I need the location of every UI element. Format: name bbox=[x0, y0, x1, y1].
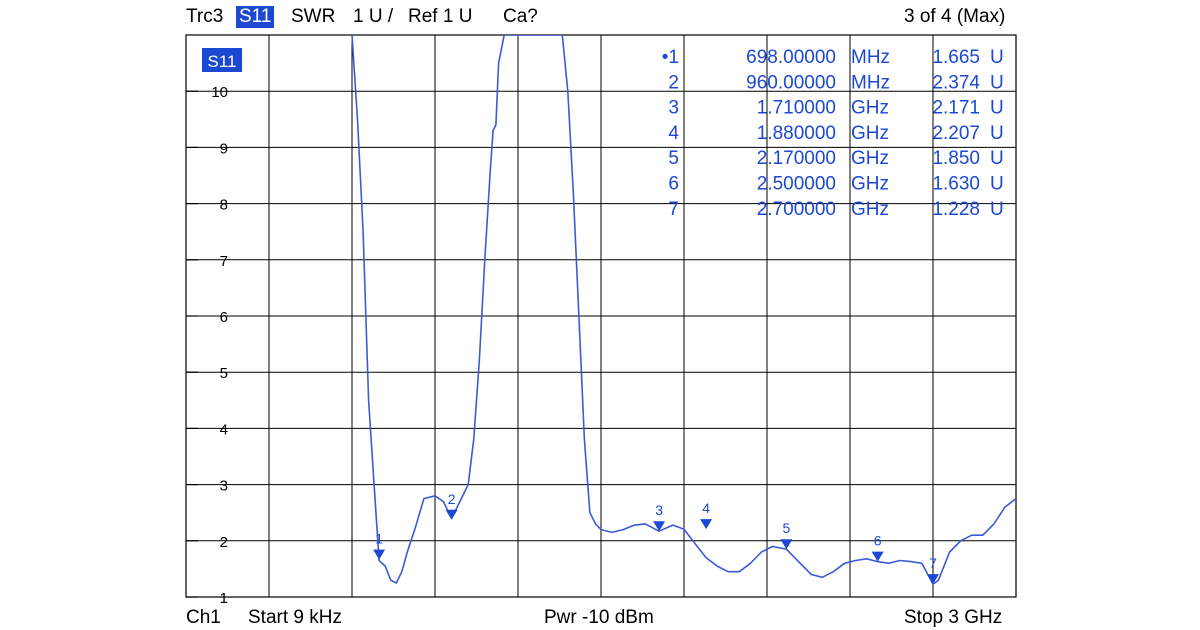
marker-table-frequency: 1.710000 bbox=[757, 98, 836, 119]
marker-table-value: 2.374 bbox=[932, 72, 980, 93]
marker-7-triangle[interactable] bbox=[926, 574, 939, 585]
y-tick-label: 8 bbox=[220, 197, 228, 214]
grid bbox=[185, 34, 1017, 598]
marker-table-frequency: 698.00000 bbox=[746, 47, 836, 68]
marker-table-value-unit: U bbox=[990, 47, 1004, 68]
y-tick-label: 4 bbox=[220, 421, 228, 438]
y-tick-label: 5 bbox=[220, 365, 228, 382]
marker-table-value: 2.207 bbox=[932, 123, 980, 144]
marker-table: •1 698.00000 MHz 1.665 U 2 960.00000 MHz 2.374 U 3… bbox=[662, 47, 1004, 220]
marker-table-frequency: 2.500000 bbox=[757, 174, 836, 195]
marker-layer: 1 2 3 4 5 6 7 bbox=[373, 491, 939, 585]
marker-table-label: 2 bbox=[668, 72, 679, 93]
marker-table-frequency-unit: GHz bbox=[851, 98, 889, 119]
marker-table-frequency-unit: GHz bbox=[851, 174, 889, 195]
marker-table-value: 1.665 bbox=[932, 47, 980, 68]
calibration-status: Ca? bbox=[503, 6, 538, 27]
marker-table-frequency: 960.00000 bbox=[746, 72, 836, 93]
channel-footer: Ch1 Start 9 kHz Pwr -10 dBm Stop 3 GHz bbox=[0, 604, 1200, 630]
y-tick-label: 3 bbox=[220, 478, 228, 495]
marker-table-value-unit: U bbox=[990, 199, 1004, 220]
marker-6-label: 6 bbox=[874, 533, 882, 549]
y-tick-label: 6 bbox=[220, 309, 228, 326]
trace-badge-group: S11 bbox=[202, 48, 242, 72]
trace-s11[interactable] bbox=[351, 35, 1016, 586]
marker-table-label: 4 bbox=[668, 123, 679, 144]
y-tick-label: 10 bbox=[211, 84, 228, 101]
marker-table-frequency-unit: GHz bbox=[851, 148, 889, 169]
trace-badge[interactable] bbox=[202, 48, 242, 72]
trace-name[interactable]: Trc3 bbox=[186, 6, 224, 27]
marker-table-label: 6 bbox=[668, 174, 679, 195]
marker-3-label: 3 bbox=[655, 502, 663, 518]
marker-table-value: 1.228 bbox=[932, 199, 980, 220]
marker-2-label: 2 bbox=[448, 491, 456, 507]
marker-table-frequency-unit: MHz bbox=[851, 47, 890, 68]
marker-table-frequency-unit: GHz bbox=[851, 123, 889, 144]
marker-table-value: 1.850 bbox=[932, 148, 980, 169]
marker-table-frequency: 2.700000 bbox=[757, 199, 836, 220]
source-power[interactable]: Pwr -10 dBm bbox=[544, 607, 654, 628]
marker-table-value: 1.630 bbox=[932, 174, 980, 195]
marker-table-label: 3 bbox=[668, 98, 679, 119]
trace-scale[interactable]: 1 U / bbox=[353, 6, 394, 27]
marker-4-triangle[interactable] bbox=[700, 519, 713, 530]
marker-table-value-unit: U bbox=[990, 72, 1004, 93]
marker-table-value-unit: U bbox=[990, 174, 1004, 195]
y-tick-label: 7 bbox=[220, 253, 228, 270]
marker-1-triangle[interactable] bbox=[373, 549, 386, 560]
trace-parameter[interactable]: S11 bbox=[236, 6, 275, 28]
marker-table-label: 7 bbox=[668, 199, 679, 220]
trace-header: Trc3 S11 SWR 1 U / Ref 1 U Ca? 3 of 4 (M… bbox=[0, 0, 1200, 34]
trace-format[interactable]: SWR bbox=[291, 6, 336, 27]
marker-3-triangle[interactable] bbox=[653, 521, 666, 532]
marker-1-label: 1 bbox=[375, 531, 383, 547]
marker-table-value-unit: U bbox=[990, 123, 1004, 144]
trace-reference[interactable]: Ref 1 U bbox=[408, 6, 473, 27]
marker-5-label: 5 bbox=[782, 520, 790, 536]
marker-table-label: •1 bbox=[662, 47, 679, 68]
marker-table-label: 5 bbox=[668, 148, 679, 169]
y-tick-label: 9 bbox=[220, 140, 228, 157]
y-axis: 1 2 3 4 5 6 7 8 9 10 bbox=[186, 84, 228, 607]
marker-table-frequency: 1.880000 bbox=[757, 123, 836, 144]
marker-6-triangle[interactable] bbox=[871, 551, 884, 562]
marker-table-value: 2.171 bbox=[932, 98, 980, 119]
y-tick-label: 2 bbox=[220, 534, 228, 551]
marker-table-value-unit: U bbox=[990, 98, 1004, 119]
start-frequency[interactable]: Start 9 kHz bbox=[248, 607, 342, 628]
channel-label[interactable]: Ch1 bbox=[186, 607, 221, 628]
trace-badge-label: S11 bbox=[208, 52, 237, 71]
marker-page-indicator: 3 of 4 (Max) bbox=[904, 6, 1006, 27]
trace-layer bbox=[351, 35, 1016, 586]
marker-table-frequency-unit: GHz bbox=[851, 199, 889, 220]
marker-7-label: 7 bbox=[929, 555, 937, 571]
marker-4-label: 4 bbox=[702, 500, 710, 516]
stop-frequency[interactable]: Stop 3 GHz bbox=[904, 607, 1003, 628]
marker-table-value-unit: U bbox=[990, 148, 1004, 169]
marker-2-triangle[interactable] bbox=[445, 509, 458, 520]
marker-5-triangle[interactable] bbox=[780, 539, 793, 550]
y-tick-label: 1 bbox=[220, 590, 228, 607]
marker-table-frequency: 2.170000 bbox=[757, 148, 836, 169]
marker-table-frequency-unit: MHz bbox=[851, 72, 890, 93]
